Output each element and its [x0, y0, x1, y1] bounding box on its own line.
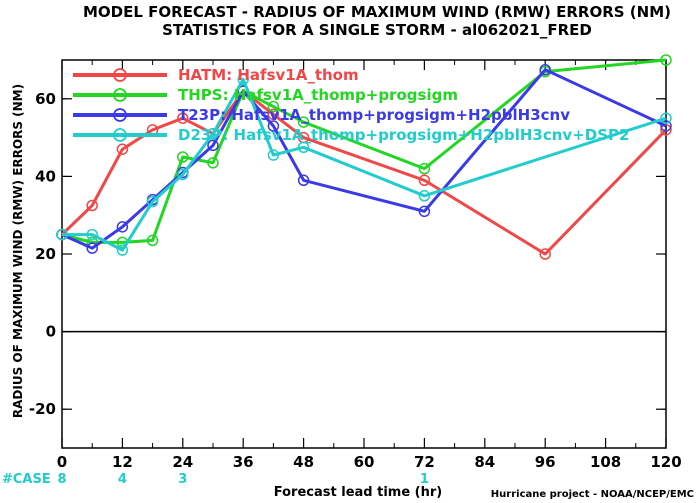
- case-label: #CASE: [2, 472, 51, 487]
- x-tick-label: 72: [414, 453, 435, 471]
- case-count-row: #CASE 8 4 3 1: [2, 472, 429, 487]
- legend-entry-label: THPS: Hafsv1A_thomp+progsigm: [178, 86, 458, 104]
- data-point: [86, 199, 98, 212]
- data-point: [177, 168, 189, 181]
- case-count: 8: [57, 472, 66, 487]
- data-point: [267, 100, 280, 113]
- y-tick-label: 40: [35, 167, 56, 185]
- data-point: [418, 205, 431, 218]
- x-axis-label: Forecast lead time (hr): [274, 485, 442, 500]
- x-tick-label: 96: [535, 453, 556, 471]
- series-line-3: [62, 77, 667, 252]
- legend-swatch-marker: [113, 88, 127, 102]
- y-tick-label: 60: [35, 90, 56, 108]
- x-tick-label: 36: [233, 453, 254, 471]
- legend-entry-label: HATM: Hafsv1A_thom: [178, 66, 359, 84]
- y-axis-label: RADIUS OF MAXIMUM WIND (RMW) ERRORS (NM): [11, 84, 25, 418]
- data-point: [116, 244, 129, 256]
- x-tick-label: 108: [590, 453, 621, 471]
- data-point: [146, 234, 159, 247]
- data-point: [297, 141, 310, 154]
- data-point: [660, 54, 672, 66]
- series-line-0: [60, 89, 668, 256]
- data-point: [177, 112, 189, 124]
- data-point: [267, 120, 280, 132]
- data-point: [207, 127, 219, 140]
- case-count: 3: [178, 472, 187, 487]
- data-point: [177, 151, 189, 163]
- legend-entry-label: T23P: Hafsv1A_thomp+progsigm+H2pblH3cnv: [178, 106, 570, 124]
- data-point: [660, 112, 672, 124]
- case-count: 1: [420, 472, 429, 487]
- legend-swatch-marker: [113, 108, 127, 122]
- data-point: [56, 228, 68, 241]
- data-point: [207, 157, 219, 169]
- chart-title: MODEL FORECAST - RADIUS OF MAXIMUM WIND …: [83, 3, 671, 21]
- x-tick-label: 120: [650, 453, 681, 471]
- data-point: [418, 174, 431, 187]
- legend-swatch-marker: [113, 128, 127, 142]
- data-point: [660, 120, 672, 132]
- x-tick-label: 12: [112, 453, 133, 471]
- data-point: [267, 108, 280, 121]
- data-point: [418, 190, 431, 202]
- x-tick-label: 60: [354, 453, 375, 471]
- axes: 0 12 24 36 48 60 72 84 96 108 120 -20 0 20 40 60: [29, 59, 682, 471]
- data-point: [207, 139, 219, 152]
- chart-subtitle: STATISTICS FOR A SINGLE STORM - al062021…: [162, 21, 592, 39]
- data-point: [116, 143, 129, 155]
- legend-swatch-marker: [113, 68, 127, 82]
- data-point: [146, 195, 159, 208]
- series-group: [56, 54, 672, 260]
- case-count: 4: [118, 472, 127, 487]
- y-tick-label: 20: [35, 245, 56, 263]
- legend-entry-label: D23P: Hafsv1A_thomp+progsigm+H2pblH3cnv+…: [178, 126, 629, 144]
- data-point: [86, 242, 98, 254]
- legend: HATM: Hafsv1A_thom THPS: Hafsv1A_thomp+pr…: [73, 66, 629, 144]
- credit-text: Hurricane project - NOAA/NCEP/EMC: [491, 489, 694, 500]
- x-tick-label: 0: [57, 453, 67, 471]
- data-point: [297, 174, 310, 187]
- series-line-2: [61, 68, 667, 250]
- data-point: [116, 221, 129, 233]
- data-point: [539, 63, 551, 76]
- x-tick-label: 48: [293, 453, 314, 471]
- data-point: [297, 116, 310, 128]
- x-tick-label: 84: [474, 453, 495, 471]
- data-point: [267, 149, 280, 161]
- y-tick-label: -20: [29, 400, 56, 418]
- y-tick-label: 0: [46, 323, 56, 341]
- data-point: [418, 162, 431, 175]
- data-point: [237, 73, 249, 86]
- data-point: [539, 248, 551, 260]
- data-point: [86, 228, 98, 241]
- x-tick-label: 24: [172, 453, 193, 471]
